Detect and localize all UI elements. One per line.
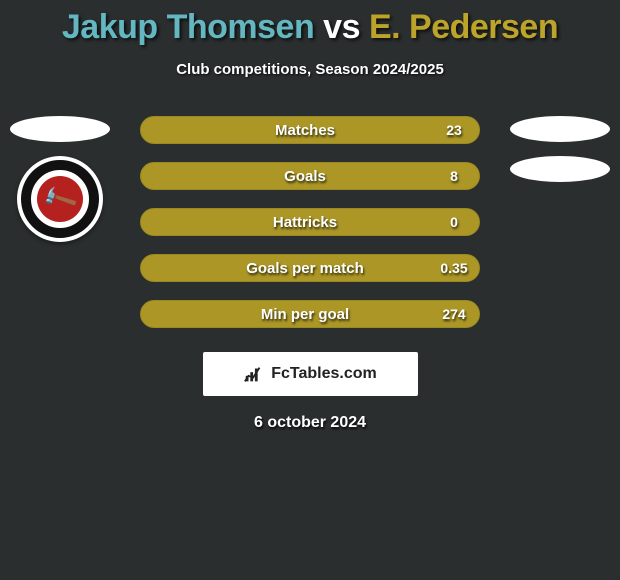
player2-name: E. Pedersen [369,8,558,46]
subtitle: Club competitions, Season 2024/2025 [0,61,620,78]
hammer-icon: 🔨 [40,179,80,219]
comparison-content: 🔨 Matches23 Goals8 Hattricks0 Goals per mat… [0,116,620,432]
brand-text: FcTables.com [271,365,377,383]
stat-bar: Goals8 [140,162,480,190]
stat-label: Goals [141,168,429,185]
stat-bar: Goals per match0.35 [140,254,480,282]
vs-label: vs [323,8,360,46]
page-title: Jakup Thomsen vs E. Pedersen [0,0,620,47]
stat-value: 23 [429,122,479,138]
stat-value: 8 [429,168,479,184]
badge-inner: 🔨 [37,176,83,222]
player1-name: Jakup Thomsen [62,8,314,46]
left-column: 🔨 [0,116,120,242]
club-badge-left: 🔨 [17,156,103,242]
date-label: 6 october 2024 [0,414,620,432]
stat-value: 274 [429,306,479,322]
stat-bars: Matches23 Goals8 Hattricks0 Goals per match… [140,116,480,328]
stat-bar: Matches23 [140,116,480,144]
stat-label: Matches [141,122,429,139]
chart-icon [243,363,265,385]
stat-label: Hattricks [141,214,429,231]
right-column [500,116,620,182]
stat-value: 0 [429,214,479,230]
stat-bar: Min per goal274 [140,300,480,328]
stat-label: Goals per match [141,260,429,277]
stat-value: 0.35 [429,260,479,276]
player2-oval-1 [510,116,610,142]
stat-bar: Hattricks0 [140,208,480,236]
player1-oval [10,116,110,142]
brand-box[interactable]: FcTables.com [203,352,418,396]
player2-oval-2 [510,156,610,182]
stat-label: Min per goal [141,306,429,323]
